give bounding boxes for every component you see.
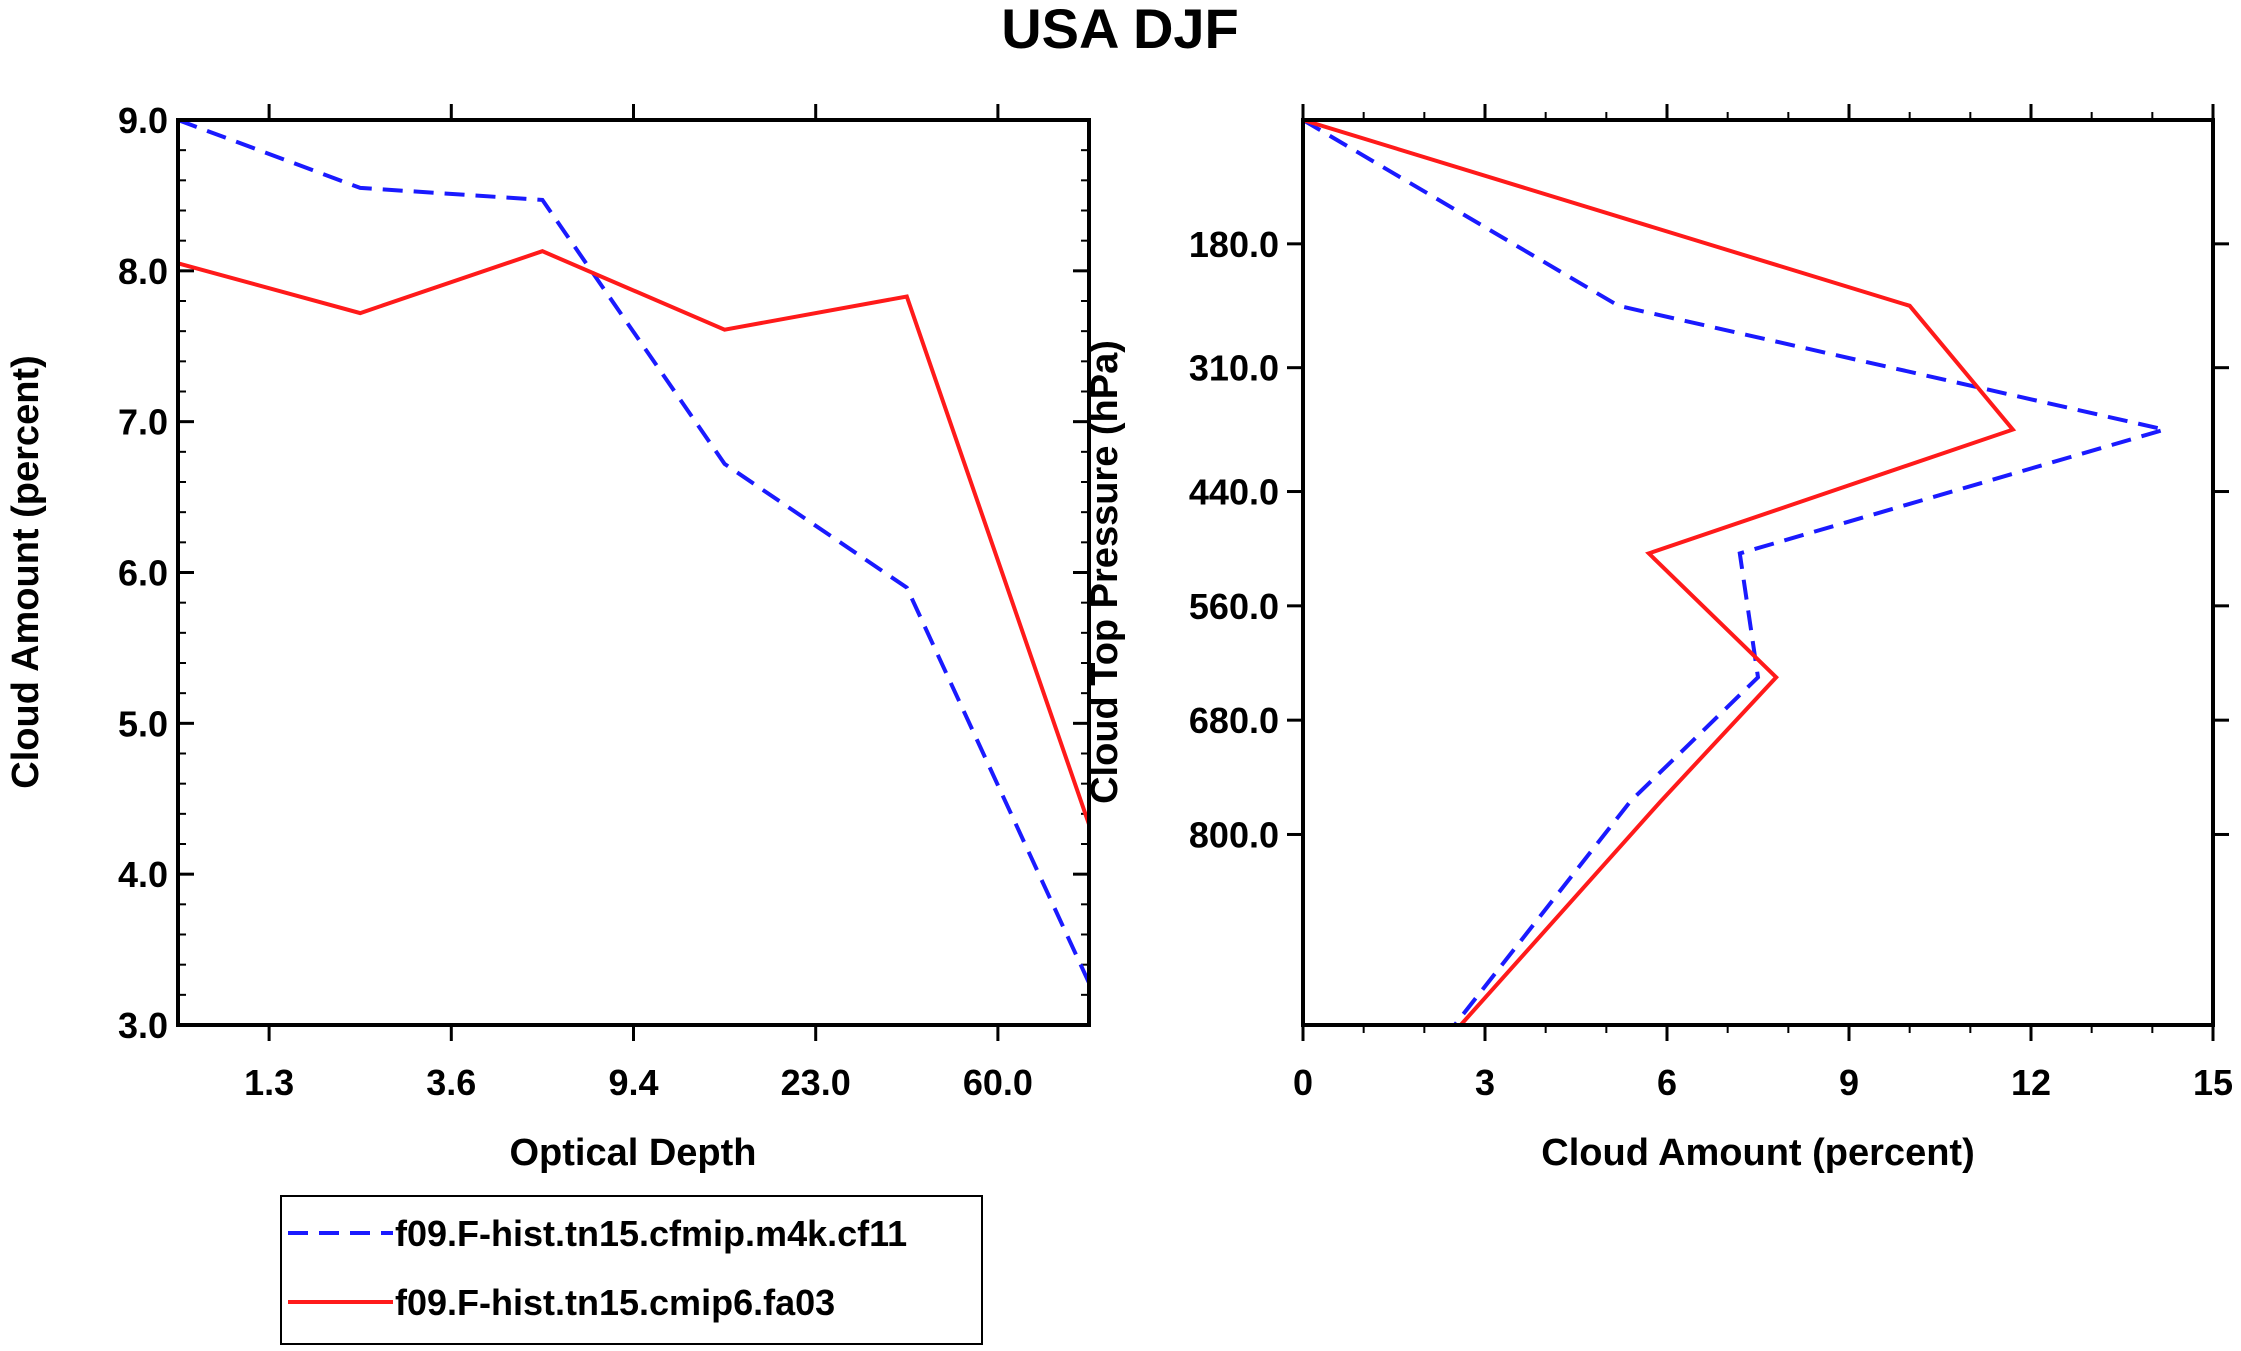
legend-label-cmip6: f09.F-hist.tn15.cmip6.fa03 bbox=[395, 1282, 835, 1323]
right-y-tick-label: 680.0 bbox=[1189, 700, 1279, 741]
right-y-tick-label: 310.0 bbox=[1189, 348, 1279, 389]
right-y-tick-label: 560.0 bbox=[1189, 586, 1279, 627]
left-ticks: 3.0 4.0 5.0 6.0 7.0 8.0 9.0 1.3 3.6 9.4 23.0 60.0 bbox=[118, 100, 1089, 1103]
right-series bbox=[1301, 118, 2173, 1027]
legend: f09.F-hist.tn15.cfmip.m4k.cf11 f09.F-his… bbox=[280, 1195, 983, 1345]
left-y-tick-label: 3.0 bbox=[118, 1005, 168, 1046]
right-y-axis-label: Cloud Top Pressure (hPa) bbox=[1084, 340, 1126, 804]
left-plot-frame bbox=[176, 118, 1091, 1027]
right-y-tick-label: 440.0 bbox=[1189, 472, 1279, 513]
right-x-axis-label: Cloud Amount (percent) bbox=[1541, 1132, 1974, 1174]
right-series-line bbox=[1301, 118, 2173, 1027]
legend-box bbox=[280, 1195, 983, 1345]
left-x-tick-label: 23.0 bbox=[781, 1062, 851, 1103]
legend-label-cfmip: f09.F-hist.tn15.cfmip.m4k.cf11 bbox=[395, 1213, 907, 1254]
panel-cloud-top-pressure: 0 3 6 9 12 15 180.0 310.0 440.0 560.0 680.0 800.0 C… bbox=[1084, 104, 2233, 1174]
right-x-tick-label: 0 bbox=[1293, 1062, 1313, 1103]
right-y-tick-label: 800.0 bbox=[1189, 814, 1279, 855]
right-y-tick-label: 180.0 bbox=[1189, 224, 1279, 265]
right-x-tick-label: 12 bbox=[2011, 1062, 2051, 1103]
left-x-tick-label: 9.4 bbox=[608, 1062, 658, 1103]
left-x-axis-label: Optical Depth bbox=[509, 1132, 756, 1174]
left-series-line bbox=[177, 249, 1091, 826]
left-y-tick-label: 9.0 bbox=[118, 100, 168, 141]
left-y-tick-label: 6.0 bbox=[118, 553, 168, 594]
right-plot-frame bbox=[1301, 118, 2215, 1027]
right-series-line bbox=[1302, 118, 2017, 1027]
right-ticks: 0 3 6 9 12 15 180.0 310.0 440.0 560.0 680.0 800.0 bbox=[1189, 104, 2233, 1103]
left-y-tick-label: 8.0 bbox=[118, 251, 168, 292]
right-x-tick-label: 3 bbox=[1475, 1062, 1495, 1103]
right-x-tick-label: 15 bbox=[2193, 1062, 2233, 1103]
right-x-tick-label: 9 bbox=[1839, 1062, 1859, 1103]
panel-optical-depth: 3.0 4.0 5.0 6.0 7.0 8.0 9.0 1.3 3.6 9.4 23.0 60.0 O… bbox=[5, 100, 1091, 1174]
left-y-tick-label: 4.0 bbox=[118, 854, 168, 895]
left-y-tick-label: 5.0 bbox=[118, 703, 168, 744]
left-series-line bbox=[177, 118, 1091, 984]
left-x-tick-label: 1.3 bbox=[244, 1062, 294, 1103]
left-x-tick-label: 60.0 bbox=[963, 1062, 1033, 1103]
right-x-tick-label: 6 bbox=[1657, 1062, 1677, 1103]
left-x-tick-label: 3.6 bbox=[426, 1062, 476, 1103]
left-series bbox=[177, 118, 1091, 984]
chart-title: USA DJF bbox=[1001, 0, 1239, 60]
left-y-axis-label: Cloud Amount (percent) bbox=[5, 355, 47, 788]
left-y-tick-label: 7.0 bbox=[118, 402, 168, 443]
